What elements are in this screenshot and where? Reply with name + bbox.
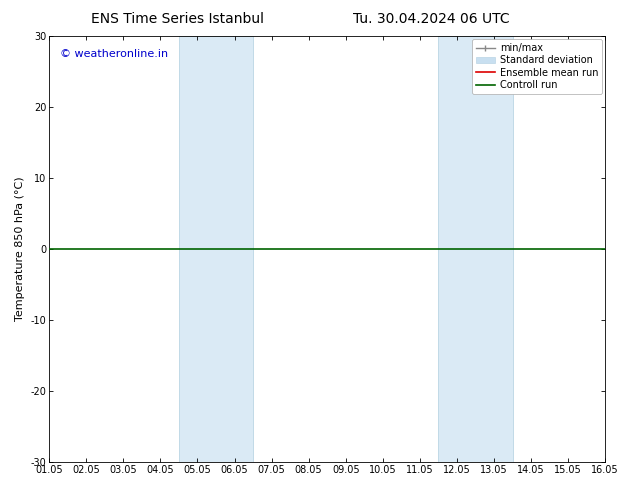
Y-axis label: Temperature 850 hPa (°C): Temperature 850 hPa (°C) (15, 177, 25, 321)
Text: © weatheronline.in: © weatheronline.in (60, 49, 169, 59)
Bar (179, 36, 253, 462)
Bar (438, 36, 512, 462)
Text: Tu. 30.04.2024 06 UTC: Tu. 30.04.2024 06 UTC (353, 12, 510, 26)
Text: ENS Time Series Istanbul: ENS Time Series Istanbul (91, 12, 264, 26)
Legend: min/max, Standard deviation, Ensemble mean run, Controll run: min/max, Standard deviation, Ensemble me… (472, 39, 602, 94)
